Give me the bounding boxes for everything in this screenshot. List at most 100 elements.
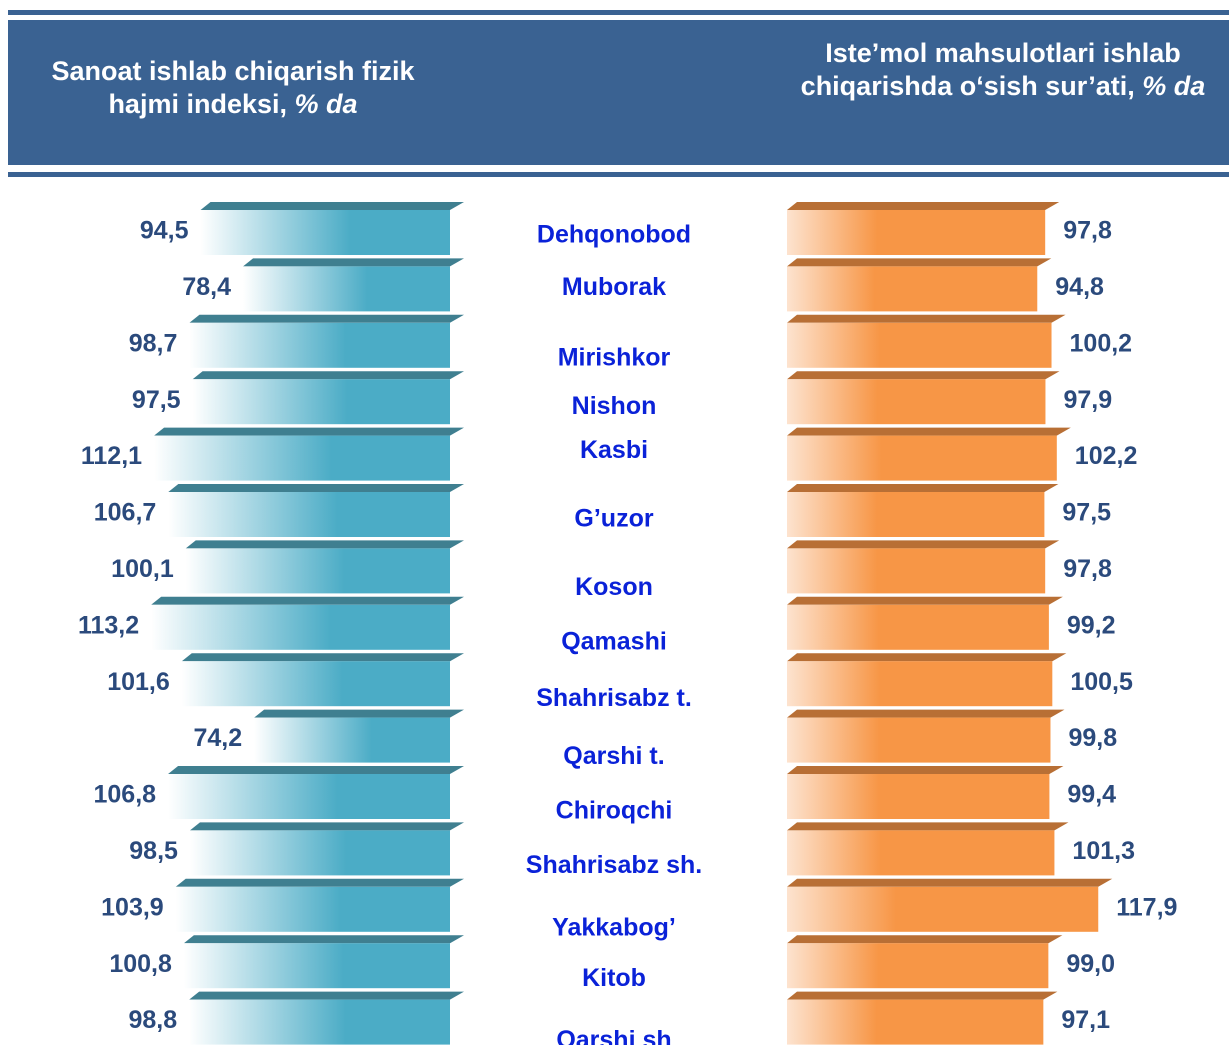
value-label: 94,8 [1055,273,1104,301]
value-label: 102,2 [1075,442,1138,470]
bar [254,717,450,763]
bar [787,886,1099,932]
bar [787,943,1049,989]
value-label: 113,2 [78,611,139,639]
category-label: Yakkabog’ [552,913,676,941]
bar-bevel [787,540,1060,549]
bar-bevel [168,766,464,774]
category-label: Kitob [582,964,646,992]
bar-bevel [787,991,1058,1000]
bar [787,830,1055,876]
bar-bevel [192,371,464,380]
bar [787,210,1046,255]
bar-bevel [787,596,1063,605]
value-label: 101,3 [1072,837,1135,865]
bar-bevel [175,878,465,887]
bar-bevel [243,258,464,267]
category-label: Chiroqchi [556,797,673,825]
value-label: 101,6 [107,668,170,696]
category-label: Shahrisabz t. [536,684,692,712]
bar-bevel [787,653,1067,662]
bar-bevel [787,258,1052,267]
bar-bevel [787,766,1064,774]
bar [185,548,450,594]
bar [787,604,1049,650]
value-label: 97,8 [1063,217,1112,245]
bar [787,717,1051,763]
bar [189,999,450,1045]
value-label: 99,2 [1067,611,1116,639]
value-label: 97,1 [1061,1006,1110,1034]
header: Sanoat ishlab chiqarish fizik hajmi inde… [8,10,1229,177]
bar-bevel [787,314,1066,323]
category-label: Koson [575,573,653,601]
value-label: 98,5 [129,837,178,865]
series-name: Iste’mol mahsulotlari ishlab chiqarishda… [800,38,1181,101]
bar [168,492,450,537]
category-label: Qarshi sh [556,1026,671,1045]
bar-bevel [151,596,465,605]
value-label: 103,9 [101,893,164,921]
category-label: Qamashi [561,627,667,655]
bar [787,322,1052,368]
bar-bevel [185,540,464,549]
bar [189,322,450,368]
bar [787,999,1044,1045]
series-name: Sanoat ishlab chiqarish fizik hajmi inde… [51,56,415,119]
bar-bevel [254,709,464,718]
bar-bevel [787,822,1069,831]
value-label: 112,1 [81,442,142,470]
bar [200,210,450,255]
bar-bevel [200,202,464,210]
unit: % da [294,89,358,119]
bar-bevel [787,935,1063,944]
value-label: 98,8 [128,1006,177,1034]
value-label: 97,5 [1062,499,1111,527]
bar [189,830,450,876]
value-label: 100,1 [111,555,174,583]
value-label: 74,2 [193,724,242,752]
value-label: 106,7 [94,499,157,527]
bar-bevel [154,427,464,436]
bar [787,548,1046,594]
value-label: 99,4 [1067,781,1116,809]
bar-bevel [181,653,464,662]
bar-bevel [787,202,1060,210]
right-title: Iste’mol mahsulotlari ishlab chiqarishda… [798,37,1208,103]
bar [787,266,1038,312]
value-label: 97,8 [1063,555,1112,583]
bar-bevel [168,484,464,492]
value-label: 97,9 [1063,386,1112,414]
category-label: Dehqonobod [537,221,691,249]
bar [787,661,1053,707]
bar-bevel [787,484,1059,492]
category-label: Nishon [572,392,657,420]
bar-bevel [787,709,1065,718]
value-label: 100,2 [1070,329,1133,357]
bar-bevel [183,935,464,944]
bar [181,661,450,707]
bar-bevel [189,314,464,323]
bar [787,492,1045,537]
category-label: Qarshi t. [563,742,664,770]
bar-bevel [787,878,1113,887]
category-label: Mirishkor [558,343,671,371]
bar-bevel [189,822,464,831]
bar-bevel [787,371,1060,380]
bar [168,774,450,819]
bar [787,774,1050,819]
bar [154,435,450,481]
bar-bevel [787,427,1071,436]
value-label: 97,5 [132,386,181,414]
value-label: 94,5 [140,217,189,245]
bar [787,435,1057,481]
bar-bevel [189,991,464,1000]
category-label: G’uzor [574,505,653,533]
value-label: 99,8 [1068,724,1117,752]
value-label: 78,4 [182,273,231,301]
value-label: 100,5 [1070,668,1133,696]
bar [183,943,450,989]
category-label: Shahrisabz sh. [526,851,702,879]
value-label: 99,0 [1066,950,1115,978]
